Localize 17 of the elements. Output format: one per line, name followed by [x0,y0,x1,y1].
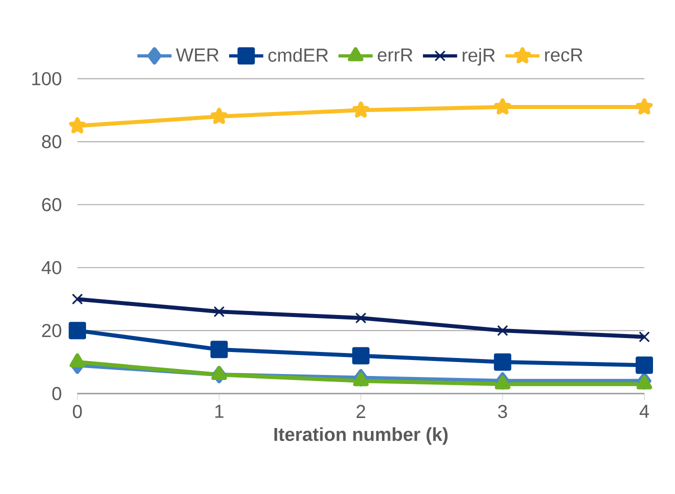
x-tick-label: 2 [356,405,366,418]
y-tick-label: 60 [42,198,62,212]
legend-label: recR [545,48,582,62]
legend-label: WER [176,48,219,62]
legend-label: rejR [462,48,495,66]
legend-label: cmdER [268,48,328,62]
x-axis-title: Iteration number (k) [274,427,448,445]
x-tick-label: 4 [640,405,649,418]
x-tick-label: 0 [72,405,82,418]
x-tick-label: 1 [215,405,224,418]
y-tick-label: 40 [42,261,62,274]
y-tick-label: 100 [32,72,62,86]
y-tick-label: 80 [42,135,62,148]
y-tick-label: 20 [42,324,62,338]
y-tick-label: 0 [52,387,62,400]
x-tick-label: 3 [498,405,507,418]
legend-label: errR [378,48,412,62]
